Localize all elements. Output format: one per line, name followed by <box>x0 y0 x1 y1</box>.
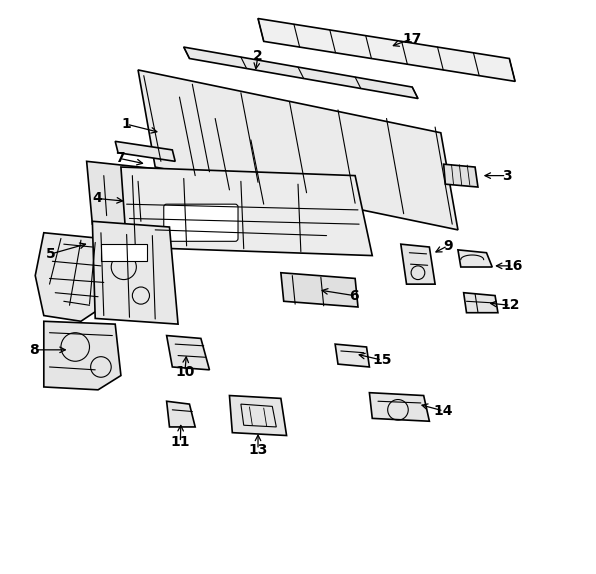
Polygon shape <box>44 321 121 390</box>
Polygon shape <box>258 18 515 82</box>
Text: 12: 12 <box>501 298 520 312</box>
Polygon shape <box>115 141 175 161</box>
Text: 14: 14 <box>434 404 454 418</box>
FancyBboxPatch shape <box>101 244 147 261</box>
Text: 7: 7 <box>115 152 125 165</box>
Text: 6: 6 <box>349 289 359 302</box>
Text: 8: 8 <box>29 343 39 357</box>
Text: 16: 16 <box>503 259 523 273</box>
Polygon shape <box>86 161 184 232</box>
Polygon shape <box>92 222 178 324</box>
Polygon shape <box>335 344 370 367</box>
Text: 11: 11 <box>170 435 190 449</box>
Polygon shape <box>281 273 358 307</box>
Text: 4: 4 <box>92 192 102 205</box>
Polygon shape <box>167 336 209 370</box>
Polygon shape <box>443 164 478 187</box>
Text: 17: 17 <box>402 32 422 45</box>
Text: 1: 1 <box>122 117 132 131</box>
Polygon shape <box>370 393 429 421</box>
Polygon shape <box>464 293 498 313</box>
Polygon shape <box>167 401 195 427</box>
Polygon shape <box>184 47 418 99</box>
Text: 9: 9 <box>443 239 452 253</box>
Text: 2: 2 <box>253 49 263 63</box>
Polygon shape <box>121 167 372 255</box>
Polygon shape <box>458 250 492 267</box>
Text: 13: 13 <box>249 443 268 457</box>
Polygon shape <box>35 232 115 321</box>
Polygon shape <box>229 395 287 436</box>
FancyBboxPatch shape <box>164 204 238 241</box>
Text: 5: 5 <box>46 247 56 261</box>
Polygon shape <box>138 70 458 230</box>
Text: 10: 10 <box>175 364 194 378</box>
Text: 15: 15 <box>372 353 392 367</box>
Text: 3: 3 <box>502 169 511 183</box>
Polygon shape <box>401 244 435 284</box>
